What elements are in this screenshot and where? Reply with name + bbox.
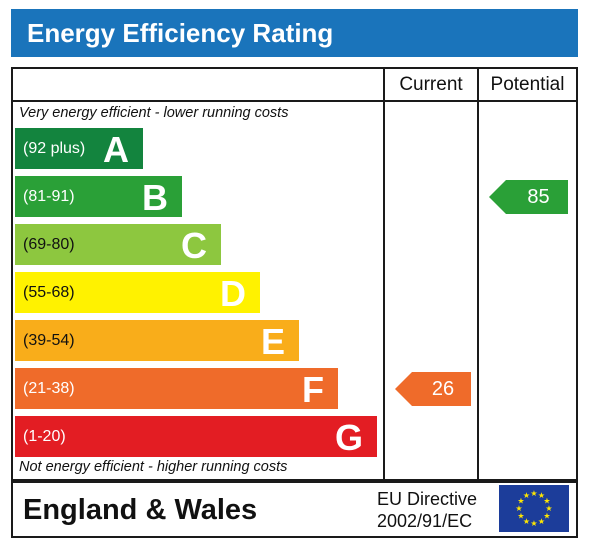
band-f: (21-38) F bbox=[15, 368, 338, 410]
band-e: (39-54) E bbox=[15, 320, 299, 362]
potential-column-header: Potential bbox=[490, 74, 565, 95]
flag-star-icon: ★ bbox=[538, 517, 545, 526]
band-range-label: (55-68) bbox=[23, 284, 75, 301]
flag-star-icon: ★ bbox=[543, 497, 550, 506]
flag-star-icon: ★ bbox=[523, 491, 530, 500]
band-range-label: (92 plus) bbox=[23, 140, 86, 157]
flag-star-icon: ★ bbox=[515, 504, 522, 513]
flag-star-icon: ★ bbox=[523, 517, 530, 526]
rating-frame: Current Potential Very energy efficient … bbox=[11, 67, 578, 481]
flag-star-icon: ★ bbox=[517, 512, 524, 521]
flag-star-icon: ★ bbox=[530, 489, 537, 498]
directive-line-1: EU Directive bbox=[377, 489, 478, 509]
potential-column-divider bbox=[477, 69, 479, 479]
potential-rating-value: 85 bbox=[527, 185, 550, 208]
band-letter: C bbox=[181, 225, 207, 266]
top-note: Very energy efficient - lower running co… bbox=[19, 105, 289, 121]
band-range-label: (21-38) bbox=[23, 380, 75, 397]
band-range-label: (69-80) bbox=[23, 236, 75, 253]
band-letter: F bbox=[302, 369, 324, 410]
band-c: (69-80) C bbox=[15, 224, 221, 266]
current-column-divider bbox=[383, 69, 385, 479]
potential-rating-marker: 85 bbox=[489, 179, 568, 214]
band-letter: G bbox=[334, 417, 363, 458]
flag-star-icon: ★ bbox=[543, 512, 550, 521]
band-d: (55-68) D bbox=[15, 272, 260, 314]
header-divider bbox=[13, 100, 576, 102]
bottom-note: Not energy efficient - higher running co… bbox=[19, 459, 288, 475]
band-letter: A bbox=[103, 129, 129, 170]
band-g: (1-20) G bbox=[15, 416, 377, 458]
band-range-label: (1-20) bbox=[23, 428, 66, 445]
region-label: England & Wales bbox=[23, 494, 258, 526]
directive-line-2: 2002/91/EC bbox=[377, 511, 473, 531]
footer: England & Wales EU Directive 2002/91/EC … bbox=[11, 481, 578, 538]
band-range-label: (39-54) bbox=[23, 332, 75, 349]
current-rating-marker: 26 bbox=[395, 371, 471, 406]
band-a: (92 plus) A bbox=[15, 128, 143, 170]
band-b: (81-91) B bbox=[15, 176, 182, 218]
eu-flag-icon: ★ ★ ★ ★ ★ ★ ★ ★ ★ ★ ★ ★ bbox=[499, 485, 569, 532]
current-column-header: Current bbox=[399, 74, 463, 95]
band-letter: B bbox=[142, 177, 168, 218]
band-range-label: (81-91) bbox=[23, 188, 75, 205]
flag-star-icon: ★ bbox=[517, 497, 524, 506]
band-letter: E bbox=[260, 321, 285, 362]
flag-star-icon: ★ bbox=[545, 504, 552, 513]
title-bar: Energy Efficiency Rating bbox=[11, 9, 578, 57]
current-rating-value: 26 bbox=[431, 377, 455, 400]
chart-title: Energy Efficiency Rating bbox=[27, 18, 334, 48]
flag-star-icon: ★ bbox=[538, 491, 545, 500]
band-letter: D bbox=[220, 273, 246, 314]
eu-directive: EU Directive 2002/91/EC bbox=[377, 488, 477, 532]
flag-star-icon: ★ bbox=[530, 519, 537, 528]
